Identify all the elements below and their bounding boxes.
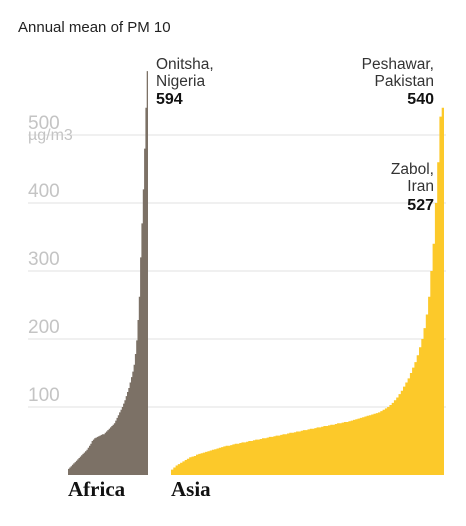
chart-title: Annual mean of PM 10 [18,19,171,36]
area-series [68,71,444,476]
annotation-zabol-line1: Zabol, [391,161,434,178]
y-axis-ticks: 100 200 300 400 500 [28,113,60,406]
y-tick-label-500: 500 [28,113,60,134]
annotation-peshawar-value: 540 [407,91,434,108]
region-label-africa: Africa [68,477,126,501]
y-tick-label-100: 100 [28,385,60,406]
annotation-zabol-value: 527 [407,197,434,214]
annotation-peshawar-line2: Pakistan [375,73,434,90]
annotation-onitsha-line2: Nigeria [156,73,205,90]
y-tick-label-400: 400 [28,181,60,202]
annotation-peshawar: Peshawar, Pakistan 540 [362,56,434,108]
gridlines [28,134,446,408]
region-label-asia: Asia [171,477,211,501]
annotation-onitsha-value: 594 [156,91,183,108]
area-asia [171,107,444,476]
y-tick-label-300: 300 [28,249,60,270]
annotation-zabol: Zabol, Iran 527 [391,161,434,214]
annotation-onitsha: Onitsha, Nigeria 594 [156,56,214,108]
area-africa [68,71,148,475]
y-tick-label-200: 200 [28,317,60,338]
annotation-onitsha-line1: Onitsha, [156,56,214,73]
annotation-zabol-line2: Iran [407,178,434,195]
annotation-peshawar-line1: Peshawar, [362,56,434,73]
y-axis-unit: µg/m3 [28,127,73,144]
